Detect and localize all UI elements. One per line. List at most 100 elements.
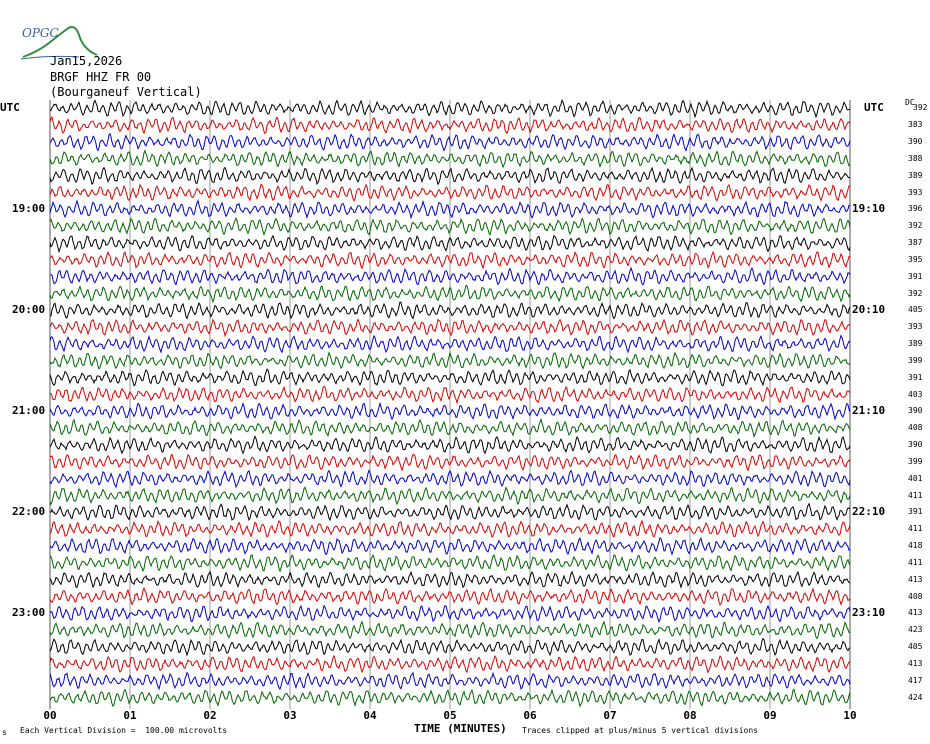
trace-row-14: [49, 334, 851, 354]
dc-value: 401: [908, 473, 923, 483]
x-tick-label: 05: [443, 709, 457, 722]
dc-value: 396: [908, 204, 923, 214]
left-time-label: 22:00: [12, 505, 46, 519]
right-time-label: 20:10: [852, 303, 886, 317]
header-station: (Bourganeuf Vertical): [50, 85, 202, 99]
trace-row-19: [49, 417, 851, 438]
dc-value: 391: [908, 507, 923, 517]
trace-row-4: [49, 166, 851, 186]
trace-row-7: [49, 216, 851, 236]
left-time-label: 20:00: [12, 303, 46, 317]
x-tick-label: 03: [283, 709, 297, 722]
dc-value: 391: [908, 372, 923, 382]
trace-row-10: [49, 266, 851, 286]
dc-value: 399: [908, 456, 923, 466]
trace-row-9: [49, 250, 851, 270]
trace-row-2: [49, 132, 851, 153]
dc-value: 392: [913, 103, 928, 113]
right-time-label: 19:10: [852, 202, 886, 216]
trace-row-17: [49, 385, 851, 405]
dc-value: 413: [908, 574, 923, 584]
left-utc-label: UTC: [0, 101, 20, 114]
x-tick-label: 02: [203, 709, 217, 722]
trace-row-32: [49, 637, 851, 657]
x-tick-label: 06: [523, 709, 537, 722]
trace-row-16: [49, 368, 851, 387]
trace-row-34: [49, 671, 851, 691]
trace-row-22: [49, 469, 851, 489]
trace-row-18: [49, 401, 851, 421]
trace-row-24: [49, 502, 851, 522]
dc-value: 403: [908, 389, 923, 399]
trace-row-26: [49, 537, 851, 556]
trace-row-31: [49, 620, 851, 640]
trace-row-8: [49, 234, 851, 254]
dc-value: 393: [908, 187, 923, 197]
right-utc-label: UTC: [864, 101, 884, 114]
dc-value: 424: [908, 692, 923, 702]
left-time-label: 21:00: [12, 404, 46, 418]
x-tick-label: 04: [363, 709, 377, 722]
footer-clip-note: Traces clipped at plus/minus 5 vertical …: [522, 726, 759, 735]
left-time-label: 19:00: [12, 202, 46, 216]
dc-value: 418: [908, 541, 923, 551]
dc-value: 399: [908, 355, 923, 365]
trace-row-25: [49, 519, 851, 538]
trace-row-11: [49, 284, 851, 304]
trace-row-35: [49, 688, 851, 708]
dc-value: 393: [908, 322, 923, 332]
logo: OPGC: [0, 2, 98, 60]
dc-value: 388: [908, 153, 923, 163]
trace-row-6: [49, 199, 850, 220]
trace-row-1: [49, 115, 851, 135]
right-time-label: 21:10: [852, 404, 886, 418]
trace-row-13: [49, 318, 851, 338]
left-time-label: 23:00: [12, 606, 46, 620]
x-tick-label: 10: [843, 709, 857, 722]
dc-value: 413: [908, 658, 923, 668]
x-tick-label: 09: [763, 709, 777, 722]
dc-value: 405: [908, 305, 923, 315]
x-tick-label: 01: [123, 709, 137, 722]
dc-value: 408: [908, 591, 923, 601]
trace-row-15: [49, 351, 851, 370]
trace-row-12: [49, 301, 851, 320]
footer-division-note: Each Vertical Division = 100.00 microvol…: [20, 726, 228, 735]
logo-text: OPGC: [22, 26, 59, 40]
dc-value: 391: [908, 271, 923, 281]
dc-value: 390: [908, 440, 923, 450]
trace-row-0: [49, 99, 850, 119]
logo-mountain-icon: [21, 26, 98, 60]
dc-value: 405: [908, 642, 923, 652]
dc-value: 411: [908, 557, 923, 567]
dc-value: 411: [908, 524, 923, 534]
trace-row-33: [49, 654, 851, 674]
footer-corner-mark: s: [2, 728, 7, 737]
dc-value: 392: [908, 288, 923, 298]
dc-value: 383: [908, 120, 923, 130]
dc-value: 387: [908, 238, 923, 248]
trace-row-28: [49, 570, 851, 589]
trace-row-30: [49, 604, 851, 624]
trace-row-20: [49, 435, 851, 455]
trace-row-23: [49, 486, 851, 506]
header-date: Jan15,2026: [50, 54, 123, 68]
trace-row-3: [49, 149, 851, 169]
dc-value: 423: [908, 625, 923, 635]
dc-value: 390: [908, 406, 923, 416]
x-tick-label: 00: [43, 709, 57, 722]
dc-label: DC: [905, 98, 915, 107]
dc-value: 389: [908, 170, 923, 180]
dc-value: 408: [908, 423, 923, 433]
dc-value: 392: [908, 221, 923, 231]
dc-value: 413: [908, 608, 923, 618]
dc-value: 417: [908, 675, 923, 685]
x-tick-label: 08: [683, 709, 697, 722]
trace-row-29: [49, 586, 851, 606]
trace-row-27: [49, 553, 851, 573]
trace-row-5: [49, 183, 851, 202]
dc-value: 395: [908, 254, 923, 264]
trace-row-21: [49, 453, 851, 472]
x-tick-label: 07: [603, 709, 617, 722]
